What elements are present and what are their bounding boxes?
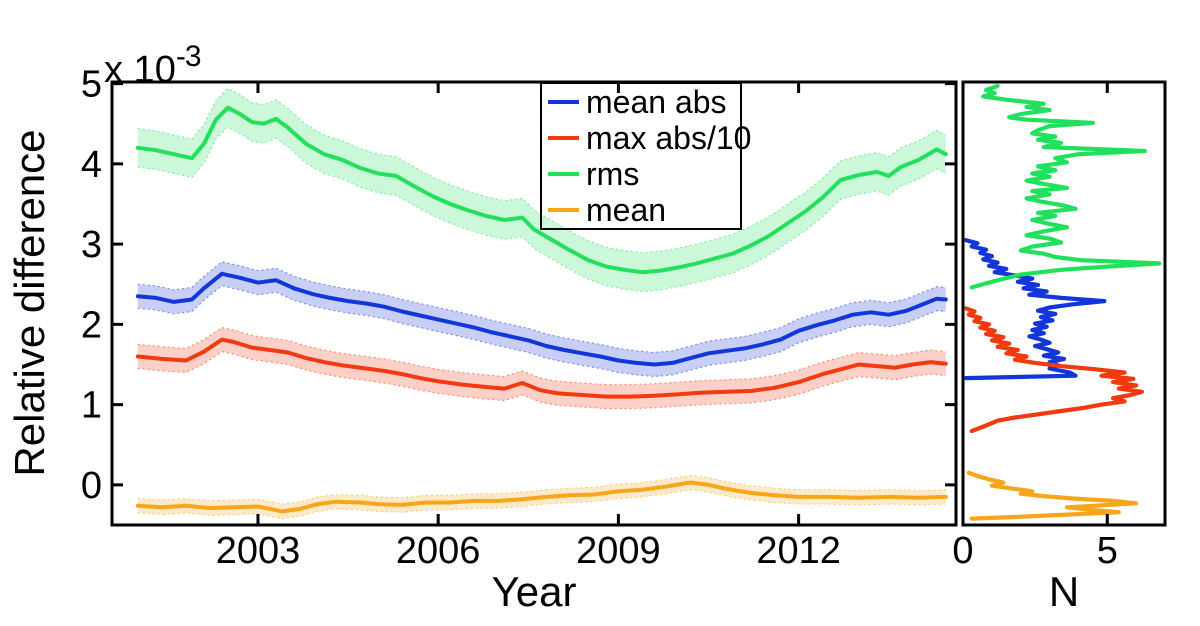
legend-item-rms: rms [542,156,740,192]
band-edge-upper-max-abs-10 [137,326,946,386]
side-axes-box [961,80,1167,527]
legend-item-mean: mean [542,192,740,228]
y-axis-label: Relative difference [6,129,53,477]
x-axis-label-main: Year [491,568,577,615]
series-line-mean-abs [135,271,948,367]
legend-label: mean abs [586,83,727,120]
legend-line-sample [548,100,579,104]
legend-label: rms [586,155,640,192]
band-edge-lower-rms [137,126,947,293]
exponent-base: x 10 [104,49,176,91]
histogram-line-mean-abs [963,238,1107,381]
series-line-mean [135,480,948,514]
band-edge-lower-max-abs-10 [137,351,946,410]
band-edge-upper-mean [137,474,946,505]
histogram-line-max-abs-10 [963,306,1145,434]
series-line-rms [135,105,948,275]
y-tick-label: 2 [81,304,102,346]
x-tick-label: 2012 [756,530,841,572]
x-tick-label: 2009 [576,530,661,572]
legend-box: mean abs max abs/10 rms mean [540,82,751,230]
y-tick-label: 5 [81,64,102,106]
side-x-tick-label: 0 [952,530,973,572]
histogram-line-rms [969,83,1162,290]
legend-item-max-abs-10: max abs/10 [542,120,751,156]
x-tick-label: 2006 [396,530,481,572]
y-axis-exponent: x 10-3 [104,40,202,92]
main-axes-box [110,80,958,527]
y-tick-label: 0 [81,465,102,507]
legend-line-sample [548,208,579,212]
band-edge-upper-rms [137,87,947,254]
y-tick-label: 4 [81,144,102,186]
legend-line-sample [548,172,579,176]
series-line-max-abs-10 [135,337,948,399]
y-tick-label: 1 [81,385,102,427]
band-max-abs-10 [137,327,946,409]
x-tick-label: 2003 [216,530,301,572]
legend-label: max abs/10 [586,119,752,156]
x-axis-label-side: N [1048,568,1080,615]
histogram-line-mean [966,470,1139,521]
exponent-power: -3 [175,40,202,73]
y-tick-label: 3 [81,224,102,266]
band-rms [137,88,946,292]
legend-line-sample [548,136,579,140]
band-edge-lower-mean [137,489,946,520]
side-x-tick-label: 5 [1097,530,1118,572]
legend-label: mean [586,191,667,228]
legend-item-mean-abs: mean abs [542,84,740,120]
